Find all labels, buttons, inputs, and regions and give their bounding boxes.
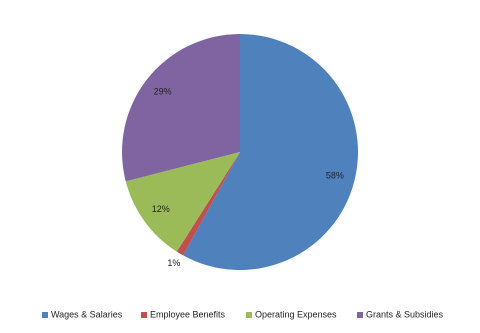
data-label: 58% [326,171,344,181]
pie-slice [125,152,240,252]
data-label: 12% [152,204,170,214]
legend-swatch [141,312,147,318]
legend-swatch [246,312,252,318]
pie-slice [176,152,240,256]
legend-swatch [357,312,363,318]
legend-label: Operating Expenses [255,309,337,319]
legend-swatch [42,312,48,318]
pie-slice [183,34,358,270]
pie-slice [122,34,240,182]
legend-label: Wages & Salaries [51,309,123,319]
legend-label: Grants & Subsidies [366,309,444,319]
data-label: 1% [167,258,180,268]
data-label: 29% [154,86,172,96]
legend-label: Employee Benefits [150,309,226,319]
